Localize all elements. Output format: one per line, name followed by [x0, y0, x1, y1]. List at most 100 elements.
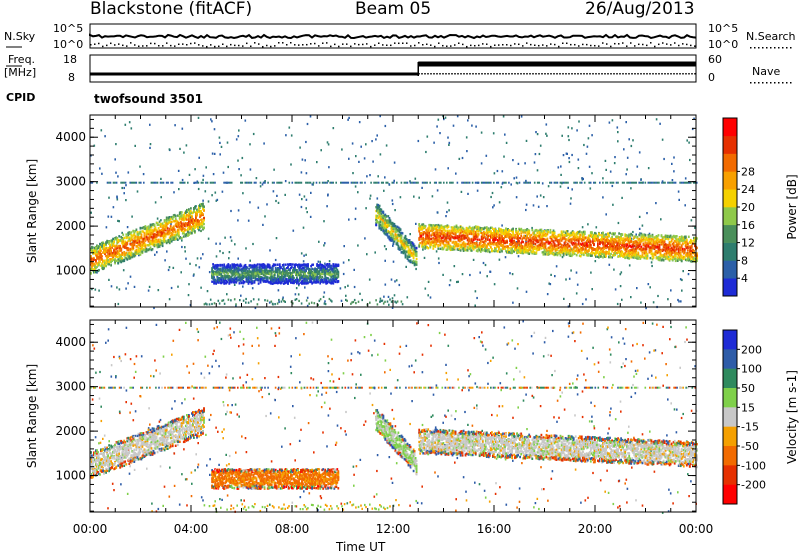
range-cell	[641, 224, 644, 227]
range-cell	[258, 278, 261, 281]
range-cell	[268, 301, 271, 304]
range-cell	[299, 266, 301, 270]
range-cell	[171, 217, 174, 221]
range-cell	[282, 268, 285, 271]
noise-search-dot	[638, 43, 640, 46]
range-cell	[95, 249, 97, 252]
range-cell	[139, 230, 142, 233]
noise-search-dot	[414, 44, 416, 47]
range-cell	[283, 274, 286, 278]
range-cell	[136, 235, 139, 239]
range-cell	[378, 204, 381, 207]
range-cell	[667, 181, 669, 184]
range-cell	[269, 276, 272, 279]
range-cell	[271, 265, 274, 268]
range-cell	[400, 181, 403, 184]
range-cell	[391, 232, 394, 236]
range-cell	[474, 304, 476, 307]
range-cell	[387, 224, 390, 228]
range-cell	[357, 244, 359, 247]
noise-search-dot	[678, 44, 680, 47]
range-cell	[331, 278, 334, 281]
range-cell	[314, 274, 316, 277]
range-cell	[287, 272, 289, 275]
range-cell	[324, 274, 327, 277]
range-cell	[149, 229, 152, 232]
range-cell	[233, 269, 236, 272]
range-cell	[196, 223, 198, 227]
range-cell	[178, 211, 181, 214]
range-cell	[278, 279, 281, 282]
range-cell	[166, 239, 169, 242]
range-cell	[621, 298, 623, 301]
range-cell	[283, 269, 286, 272]
range-cell	[273, 278, 276, 281]
range-cell	[630, 187, 632, 190]
range-cell	[575, 292, 578, 295]
range-cell	[120, 253, 123, 257]
range-cell	[159, 181, 162, 184]
range-cell	[315, 268, 317, 271]
range-cell	[249, 168, 252, 171]
range-cell	[491, 249, 493, 253]
noise-search-legend-dot	[750, 47, 752, 49]
range-cell	[224, 267, 227, 271]
range-cell	[278, 265, 281, 268]
range-cell	[174, 230, 177, 234]
range-cell	[402, 250, 405, 253]
range-cell	[279, 276, 282, 279]
range-cell	[245, 277, 248, 281]
range-cell	[169, 224, 172, 228]
range-cell	[476, 189, 479, 192]
range-cell	[376, 219, 379, 223]
range-cell	[90, 255, 92, 258]
range-cell	[188, 233, 190, 236]
range-cell	[393, 240, 396, 243]
range-cell	[414, 249, 417, 252]
range-cell	[344, 181, 347, 184]
range-cell	[126, 241, 129, 244]
range-cell	[151, 238, 154, 242]
range-cell	[114, 245, 116, 248]
range-cell	[196, 218, 198, 222]
range-cell	[288, 126, 291, 129]
range-cell	[202, 174, 205, 177]
range-cell	[409, 181, 412, 184]
range-cell	[477, 181, 480, 184]
range-cell	[302, 280, 304, 283]
range-cell	[313, 275, 315, 278]
range-cell	[652, 301, 655, 304]
range-cell	[502, 115, 505, 118]
range-cell	[412, 261, 415, 264]
range-cell	[377, 216, 380, 220]
range-cell	[170, 234, 173, 237]
range-cell	[195, 215, 197, 218]
range-cell	[263, 266, 266, 269]
range-cell	[242, 270, 245, 273]
range-cell	[546, 205, 548, 208]
range-cell	[292, 271, 294, 274]
range-cell	[123, 242, 126, 245]
range-cell	[375, 223, 378, 227]
range-cell	[131, 215, 133, 218]
range-cell	[114, 258, 116, 261]
range-cell	[449, 279, 452, 282]
range-cell	[432, 247, 435, 250]
range-cell	[375, 221, 378, 224]
range-cell	[153, 228, 156, 231]
range-cell	[137, 236, 140, 239]
range-cell	[537, 205, 540, 208]
range-cell	[198, 210, 200, 214]
range-cell	[323, 244, 325, 247]
range-cell	[501, 224, 503, 227]
range-cell	[579, 181, 581, 184]
range-cell	[471, 240, 474, 244]
noise-search-legend-dot	[758, 47, 760, 49]
range-cell	[352, 181, 354, 184]
range-cell	[389, 233, 392, 236]
range-cell	[134, 250, 137, 253]
range-cell	[192, 274, 195, 277]
range-cell	[276, 270, 279, 274]
range-cell	[147, 244, 150, 247]
